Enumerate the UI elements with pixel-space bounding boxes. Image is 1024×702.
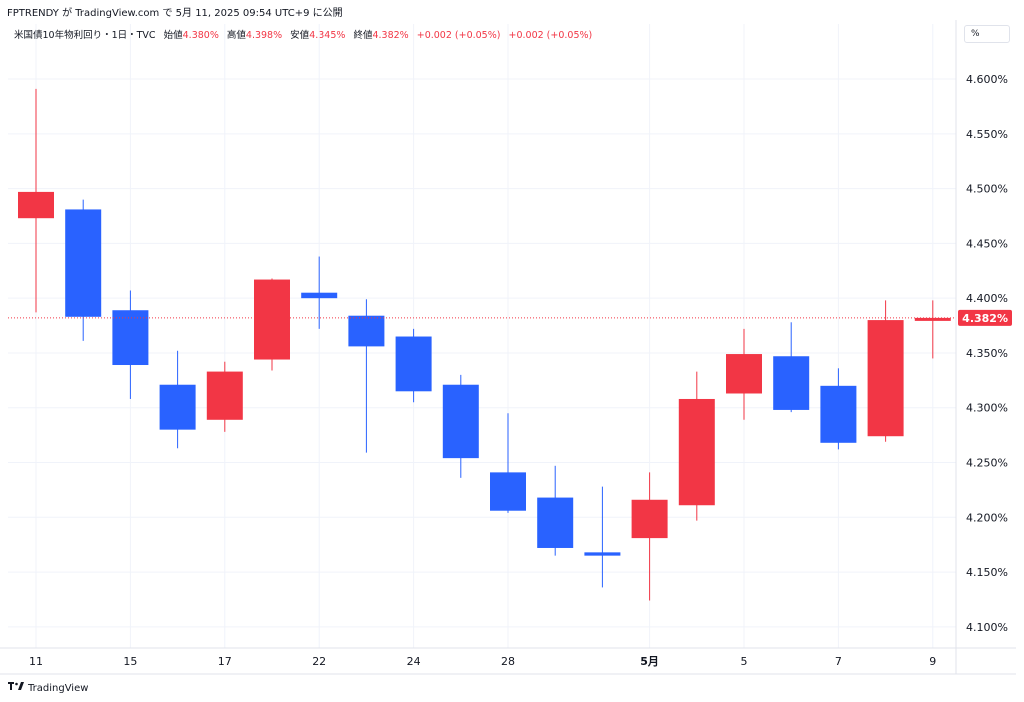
last-price-label: 4.382% [962, 312, 1008, 325]
y-tick-label: 4.150% [966, 566, 1008, 579]
low-label: 安値 [290, 30, 310, 41]
candle-body-up[interactable] [206, 371, 243, 420]
published-info: FPTRENDY が TradingView.com で 5月 11, 2025… [7, 8, 343, 19]
y-tick-label: 4.450% [966, 237, 1008, 250]
x-tick-label: 24 [407, 655, 421, 668]
open-label: 始値 [163, 30, 183, 41]
symbol-title[interactable]: 米国債10年物利回り・1日・TVC [14, 30, 156, 41]
x-tick-label: 7 [835, 655, 842, 668]
candle-body-down[interactable] [348, 315, 385, 347]
y-tick-label: 4.200% [966, 511, 1008, 524]
high-value: 4.398% [245, 30, 283, 41]
candle-body-up[interactable] [678, 398, 715, 506]
candle-body-up[interactable] [726, 354, 762, 394]
candle-body-down[interactable] [112, 310, 149, 366]
x-tick-label: 5月 [640, 655, 659, 668]
candle-body-up[interactable] [867, 320, 904, 437]
tradingview-brand[interactable]: TradingView [8, 682, 88, 694]
x-tick-label: 15 [123, 655, 137, 668]
candle-body-down[interactable] [159, 384, 196, 430]
close-label: 終値 [353, 30, 373, 41]
candle-body-down[interactable] [301, 292, 338, 299]
candle-body-down[interactable] [584, 552, 621, 556]
y-tick-label: 4.100% [966, 621, 1008, 634]
brand-label: TradingView [28, 682, 89, 694]
candle-body-up[interactable] [254, 279, 290, 360]
x-tick-label: 5 [741, 655, 748, 668]
candle-body-down[interactable] [490, 472, 526, 511]
candle-body-down[interactable] [537, 497, 574, 548]
candle-body-down[interactable] [820, 385, 857, 443]
close-value: 4.382% [372, 30, 409, 41]
y-tick-label: 4.600% [966, 73, 1008, 86]
candle-body-up[interactable] [631, 499, 668, 539]
candle-body-up[interactable] [18, 191, 54, 219]
candle-body-down[interactable] [65, 209, 102, 317]
candle-body-up[interactable] [914, 317, 951, 321]
y-tick-label: 4.550% [966, 128, 1008, 141]
symbol-legend: 米国債10年物利回り・1日・TVC 始値4.380% 高値4.398% 安値4.… [14, 27, 592, 41]
candle-body-down[interactable] [395, 336, 432, 392]
unit-toggle-button[interactable]: % [964, 25, 1010, 43]
candle-body-down[interactable] [442, 384, 479, 459]
tradingview-logo-icon [8, 682, 24, 694]
change-value: +0.002 (+0.05%) [416, 30, 501, 41]
change-value-2: +0.002 (+0.05%) [508, 30, 593, 41]
low-value: 4.345% [309, 30, 346, 41]
high-label: 高値 [226, 30, 246, 41]
y-tick-label: 4.250% [966, 457, 1008, 470]
x-tick-label: 22 [312, 655, 326, 668]
open-value: 4.380% [182, 30, 219, 41]
candle-body-down[interactable] [773, 356, 810, 410]
y-tick-label: 4.300% [966, 402, 1008, 415]
x-tick-label: 11 [29, 655, 43, 668]
y-tick-label: 4.350% [966, 347, 1008, 360]
x-tick-label: 17 [218, 655, 232, 668]
x-tick-label: 9 [929, 655, 936, 668]
x-tick-label: 28 [501, 655, 515, 668]
last-price-badge [958, 309, 1012, 326]
y-tick-label: 4.500% [966, 183, 1008, 196]
y-tick-label: 4.400% [966, 292, 1008, 305]
